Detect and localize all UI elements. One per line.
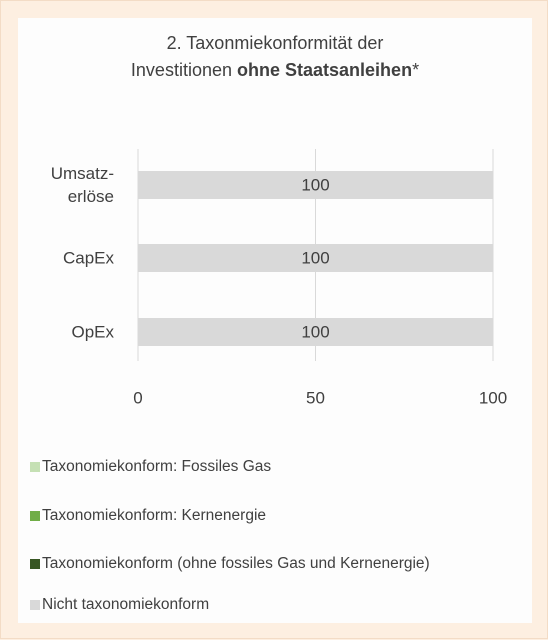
legend-label: Nicht taxonomiekonform (42, 596, 209, 613)
legend-swatch (30, 600, 40, 610)
data-label: 100 (301, 175, 329, 194)
x-tick-label: 100 (479, 388, 507, 407)
data-label: 100 (301, 248, 329, 267)
category-label: CapEx (62, 248, 114, 268)
bar-segment (138, 318, 493, 346)
legend-label: Taxonomiekonform: Kernenergie (42, 507, 266, 524)
x-tick-label: 50 (306, 388, 325, 407)
legend-label: Taxonomiekonform (ohne fossiles Gas und … (42, 555, 430, 572)
legend-swatch (30, 462, 40, 472)
legend-swatch (30, 559, 40, 569)
title-bold: ohne Staatsanleihen (237, 60, 413, 80)
legend-label: Taxonomiekonform: Fossiles Gas (42, 458, 271, 475)
bar-segment (138, 171, 493, 199)
title-part: * (412, 60, 420, 80)
category-label: OpEx (71, 322, 114, 342)
bar-segment (138, 244, 493, 272)
data-label: 100 (301, 322, 329, 341)
legend-swatch (30, 511, 40, 521)
title-line: 2. Taxonmiekonformität der (166, 33, 384, 53)
x-tick-label: 0 (133, 388, 142, 407)
title-part: Investitionen (130, 60, 232, 80)
category-label: Umsatz- erlöse (50, 164, 114, 206)
title-line: Investitionen ohne Staatsanleihen* (18, 60, 532, 81)
